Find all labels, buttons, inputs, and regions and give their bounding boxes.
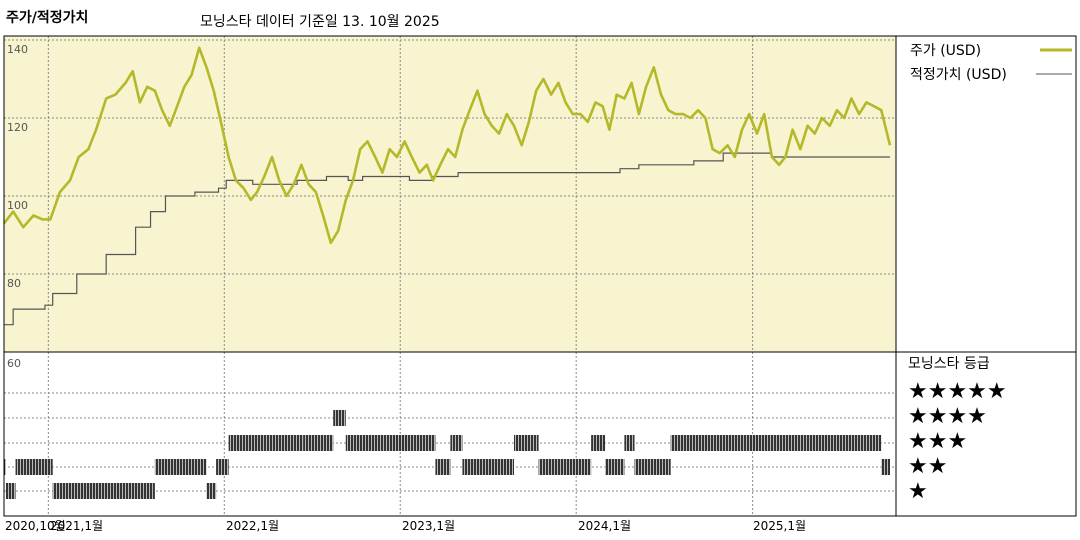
price-line (2, 46, 892, 245)
rating-bar (881, 459, 890, 475)
rating-legend-title: 모닝스타 등급 (908, 356, 990, 372)
rating-bar (5, 483, 16, 499)
rating-bar (435, 459, 451, 475)
x-tick-label: 2022,1월 (226, 519, 279, 533)
price-series (2, 46, 892, 245)
rating-bar (154, 459, 207, 475)
rating-bar (514, 435, 525, 451)
rating-bar (303, 435, 334, 451)
fair-value-line (4, 152, 890, 326)
rating-bar (228, 435, 246, 451)
rating-bar (605, 459, 625, 475)
rating-bar (509, 459, 515, 475)
y-tick-label: 120 (7, 121, 28, 134)
y-tick-label: 140 (7, 43, 28, 56)
rating-bar (538, 459, 592, 475)
fair-value-series (4, 152, 890, 326)
chart-subtitle: 모닝스타 데이터 기준일 13. 10월 2025 (200, 14, 440, 30)
rating-legend-5-star: ★★★★★ (908, 379, 1007, 404)
rating-bar (362, 435, 436, 451)
rating-bar (206, 483, 217, 499)
y-tick-label: 60 (7, 357, 21, 370)
price-panel-background (4, 36, 896, 352)
rating-bar (15, 459, 53, 475)
rating-bar (649, 459, 671, 475)
panel-title: 주가/적정가치 (6, 9, 88, 26)
rating-legend-4-star: ★★★★ (908, 404, 987, 429)
y-tick-label: 100 (7, 199, 28, 212)
x-tick-label: 2021,1월 (50, 519, 103, 533)
x-tick-label: 2020,10월 (5, 519, 66, 533)
rating-legend-2-star: ★★ (908, 454, 947, 479)
rating-bar (462, 459, 510, 475)
rating-bar (4, 459, 6, 475)
rating-bar (591, 435, 606, 451)
x-tick-label: 2024,1월 (578, 519, 631, 533)
rating-bars (4, 410, 890, 499)
rating-bar (216, 459, 229, 475)
legend-price-label: 주가 (USD) (910, 43, 981, 59)
rating-bar (524, 435, 539, 451)
y-tick-label: 80 (7, 277, 21, 290)
legend-fair-value-label: 적정가치 (USD) (910, 67, 1007, 83)
x-tick-label: 2025,1월 (753, 519, 806, 533)
rating-bar (333, 410, 346, 426)
chart-frame (3, 35, 1077, 517)
rating-bar (624, 435, 635, 451)
rating-legend-1-star: ★ (908, 479, 928, 504)
rating-legend-3-star: ★★★ (908, 429, 967, 454)
rating-bar (245, 435, 304, 451)
rating-bar (634, 459, 650, 475)
rating-bar (670, 435, 882, 451)
rating-bar (345, 435, 363, 451)
rating-bar (52, 483, 155, 499)
rating-bar (450, 435, 463, 451)
x-tick-label: 2023,1월 (402, 519, 455, 533)
